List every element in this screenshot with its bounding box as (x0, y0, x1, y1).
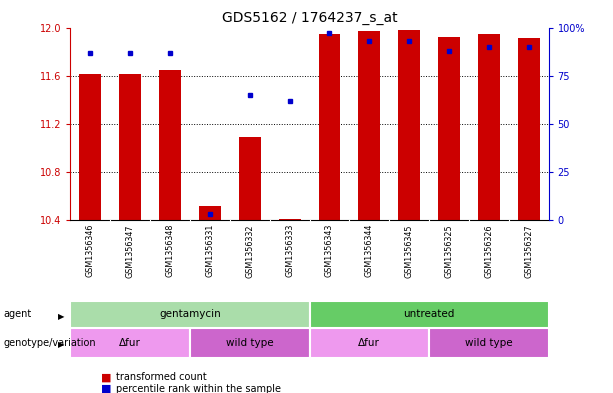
Text: GSM1356348: GSM1356348 (166, 224, 175, 277)
Bar (120, 74, 141, 220)
Text: GSM1356345: GSM1356345 (405, 224, 414, 277)
Text: GSM1356327: GSM1356327 (524, 224, 533, 278)
Bar (70, 328, 190, 358)
Bar (359, 31, 380, 220)
Bar (310, 328, 429, 358)
Text: untreated: untreated (403, 309, 455, 320)
Text: GSM1356347: GSM1356347 (126, 224, 135, 277)
Bar (199, 206, 221, 220)
Text: ■: ■ (101, 384, 112, 393)
Text: wild type: wild type (465, 338, 512, 348)
Bar (310, 301, 549, 328)
Bar (80, 74, 101, 220)
Text: transformed count: transformed count (116, 372, 207, 382)
Bar (159, 70, 181, 220)
Text: genotype/variation: genotype/variation (3, 338, 96, 348)
Text: percentile rank within the sample: percentile rank within the sample (116, 384, 281, 393)
Text: ■: ■ (101, 372, 112, 382)
Text: ▶: ▶ (58, 340, 64, 349)
Bar (319, 33, 340, 220)
Bar (478, 33, 500, 220)
Text: agent: agent (3, 309, 31, 320)
Text: GSM1356343: GSM1356343 (325, 224, 334, 277)
Text: Δfur: Δfur (120, 338, 141, 348)
Bar (429, 328, 549, 358)
Text: GSM1356326: GSM1356326 (484, 224, 493, 277)
Text: GSM1356325: GSM1356325 (444, 224, 454, 278)
Text: GSM1356333: GSM1356333 (285, 224, 294, 277)
Text: ▶: ▶ (58, 312, 64, 321)
Text: GSM1356332: GSM1356332 (245, 224, 254, 277)
Bar (279, 219, 300, 220)
Bar (438, 37, 460, 220)
Text: wild type: wild type (226, 338, 273, 348)
Title: GDS5162 / 1764237_s_at: GDS5162 / 1764237_s_at (222, 11, 397, 25)
Bar (70, 301, 310, 328)
Text: Δfur: Δfur (359, 338, 380, 348)
Bar (398, 30, 420, 220)
Text: GSM1356344: GSM1356344 (365, 224, 374, 277)
Bar (239, 137, 261, 220)
Text: GSM1356346: GSM1356346 (86, 224, 95, 277)
Text: gentamycin: gentamycin (159, 309, 221, 320)
Bar (518, 39, 539, 220)
Text: GSM1356331: GSM1356331 (205, 224, 215, 277)
Bar (190, 328, 310, 358)
